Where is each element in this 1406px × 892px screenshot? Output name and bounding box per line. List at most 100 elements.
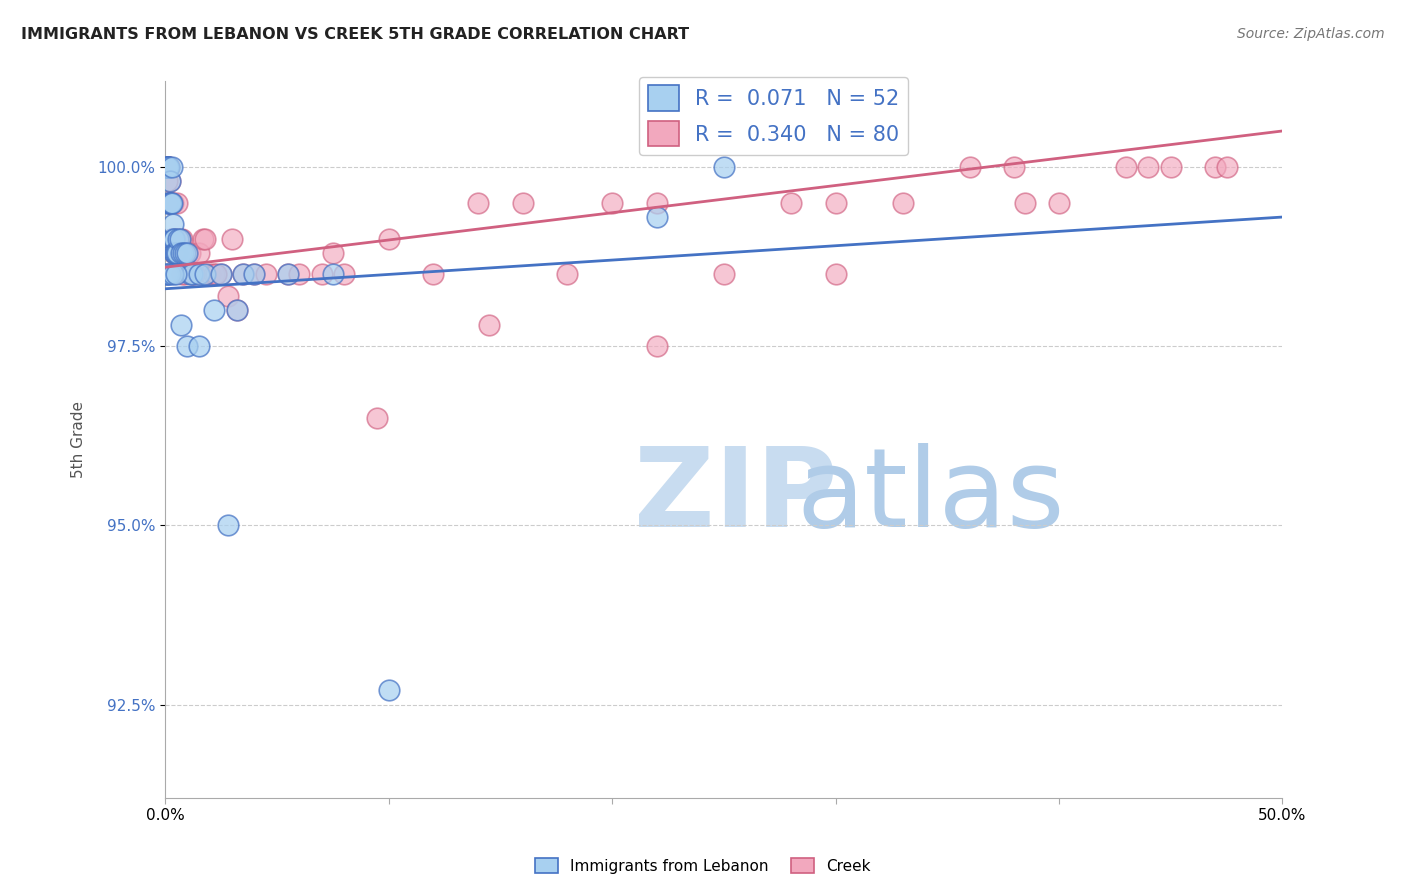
Point: [187, 268, 209, 282]
Point: [160, 160, 183, 174]
Point: [1014, 195, 1036, 210]
Point: [176, 246, 198, 260]
Point: [467, 195, 489, 210]
Point: [645, 210, 668, 224]
Point: [159, 174, 181, 188]
Point: [322, 246, 344, 260]
Point: [156, 160, 179, 174]
Point: [824, 195, 846, 210]
Point: [157, 160, 180, 174]
Point: [422, 268, 444, 282]
Point: [311, 268, 333, 282]
Point: [1137, 160, 1160, 174]
Point: [159, 195, 181, 210]
Point: [557, 268, 579, 282]
Point: [163, 246, 186, 260]
Point: [824, 268, 846, 282]
Point: [156, 268, 179, 282]
Point: [170, 318, 193, 332]
Point: [205, 268, 228, 282]
Point: [1204, 160, 1226, 174]
Point: [713, 268, 735, 282]
Point: [173, 246, 195, 260]
Point: [169, 231, 191, 245]
Point: [159, 195, 181, 210]
Point: [160, 231, 183, 245]
Point: [160, 231, 183, 245]
Point: [162, 231, 184, 245]
Text: Source: ZipAtlas.com: Source: ZipAtlas.com: [1237, 27, 1385, 41]
Point: [183, 268, 205, 282]
Point: [162, 217, 184, 231]
Point: [156, 160, 179, 174]
Point: [165, 246, 187, 260]
Point: [167, 231, 190, 245]
Point: [167, 231, 190, 245]
Point: [1160, 160, 1182, 174]
Point: [160, 195, 183, 210]
Point: [157, 195, 180, 210]
Point: [170, 231, 193, 245]
Point: [254, 268, 277, 282]
Point: [180, 268, 202, 282]
Point: [243, 268, 266, 282]
Point: [645, 195, 668, 210]
Point: [377, 683, 399, 698]
Point: [172, 246, 194, 260]
Point: [157, 160, 180, 174]
Point: [157, 160, 180, 174]
Point: [512, 195, 534, 210]
Point: [159, 174, 181, 188]
Point: [169, 231, 191, 245]
Point: [333, 268, 356, 282]
Point: [187, 339, 209, 353]
Point: [156, 160, 179, 174]
Point: [202, 303, 225, 318]
Point: [156, 160, 179, 174]
Point: [156, 160, 179, 174]
Point: [1002, 160, 1025, 174]
Point: [217, 289, 239, 303]
Point: [232, 268, 254, 282]
Point: [176, 246, 198, 260]
Text: ZIP: ZIP: [634, 443, 838, 550]
Point: [157, 160, 180, 174]
Point: [194, 231, 217, 245]
Point: [891, 195, 914, 210]
Point: [366, 410, 388, 425]
Point: [277, 268, 299, 282]
Point: [1215, 160, 1237, 174]
Point: [225, 303, 247, 318]
Point: [180, 268, 202, 282]
Point: [163, 246, 186, 260]
Point: [159, 195, 181, 210]
Point: [156, 268, 179, 282]
Point: [156, 160, 179, 174]
Point: [288, 268, 311, 282]
Point: [174, 268, 197, 282]
Point: [163, 246, 186, 260]
Point: [179, 268, 201, 282]
Y-axis label: 5th Grade: 5th Grade: [72, 401, 86, 478]
Point: [198, 268, 221, 282]
Legend: R =  0.071   N = 52, R =  0.340   N = 80: R = 0.071 N = 52, R = 0.340 N = 80: [640, 77, 908, 154]
Point: [156, 174, 179, 188]
Point: [165, 246, 187, 260]
Point: [160, 231, 183, 245]
Point: [162, 195, 184, 210]
Point: [243, 268, 266, 282]
Point: [176, 339, 198, 353]
Point: [209, 268, 232, 282]
Point: [478, 318, 501, 332]
Point: [209, 268, 232, 282]
Text: atlas: atlas: [796, 443, 1064, 550]
Point: [165, 268, 187, 282]
Point: [779, 195, 801, 210]
Point: [160, 195, 183, 210]
Point: [225, 303, 247, 318]
Point: [155, 160, 177, 174]
Point: [160, 195, 183, 210]
Point: [155, 268, 177, 282]
Point: [163, 231, 186, 245]
Point: [170, 246, 193, 260]
